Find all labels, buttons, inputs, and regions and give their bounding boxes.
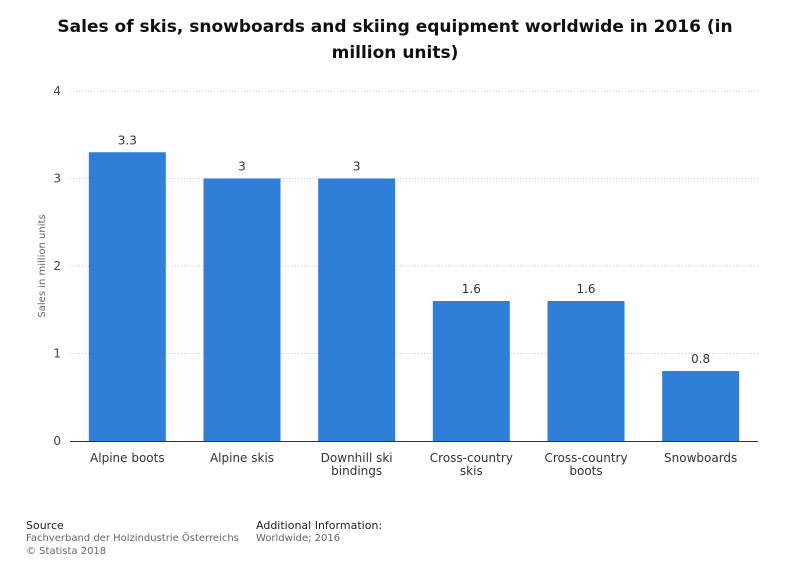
x-tick-label: Cross-country xyxy=(544,451,627,465)
bar xyxy=(318,178,396,441)
bar xyxy=(88,152,166,441)
x-tick-label: Cross-country xyxy=(430,451,513,465)
grid-lines xyxy=(70,90,758,354)
data-label: 1.6 xyxy=(462,282,481,296)
data-label: 3.3 xyxy=(118,133,137,147)
data-label: 1.6 xyxy=(576,282,595,296)
x-tick-label: Alpine skis xyxy=(210,451,274,465)
source-line: © Statista 2018 xyxy=(26,546,107,557)
x-tick-label: Snowboards xyxy=(664,451,737,465)
source-line: Fachverband der Holzindustrie Österreich… xyxy=(26,533,239,544)
info-heading: Additional Information: xyxy=(256,519,383,532)
x-tick-label: Downhill ski xyxy=(321,451,393,465)
y-tick-label: 2 xyxy=(53,259,61,273)
data-label: 3 xyxy=(353,160,361,174)
chart-title: Sales of skis, snowboards and skiing equ… xyxy=(57,17,733,63)
x-tick-label: skis xyxy=(460,464,483,478)
data-labels: 3.3 3 3 1.6 1.6 0.8 xyxy=(118,133,710,366)
info-line: Worldwide; 2016 xyxy=(256,533,341,544)
x-tick-label: Alpine boots xyxy=(90,451,165,465)
data-label: 3 xyxy=(238,160,246,174)
y-axis-label: Sales in million units xyxy=(37,214,48,317)
y-tick-label: 3 xyxy=(53,172,61,186)
bars xyxy=(88,152,740,441)
bar xyxy=(203,178,281,441)
source-block: Source Fachverband der Holzindustrie Öst… xyxy=(26,519,239,558)
bar xyxy=(662,371,740,441)
y-tick-label: 4 xyxy=(53,84,61,98)
x-tick-label: bindings xyxy=(331,464,382,478)
bar xyxy=(547,301,625,441)
x-axis-ticks: Alpine boots Alpine skis Downhill skibindi… xyxy=(90,451,737,478)
bar xyxy=(432,301,510,441)
additional-info-block: Additional Information: Worldwide; 2016 xyxy=(256,519,382,545)
source-heading: Source xyxy=(26,519,64,532)
y-tick-label: 1 xyxy=(53,347,61,361)
y-tick-label: 0 xyxy=(53,434,61,448)
data-label: 0.8 xyxy=(691,352,710,366)
x-tick-label: boots xyxy=(569,464,602,478)
y-axis-ticks: 0 1 2 3 4 xyxy=(53,84,61,448)
